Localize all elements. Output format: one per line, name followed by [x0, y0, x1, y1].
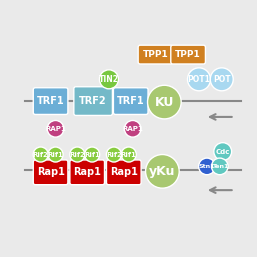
Text: Rap1: Rap1 — [110, 167, 138, 177]
Text: Ten1: Ten1 — [212, 164, 228, 169]
Circle shape — [85, 147, 100, 162]
Circle shape — [47, 121, 64, 137]
Text: Stn1: Stn1 — [199, 164, 215, 169]
Circle shape — [70, 147, 85, 162]
Circle shape — [148, 85, 181, 119]
Circle shape — [210, 68, 233, 91]
Text: TRF1: TRF1 — [117, 96, 144, 106]
FancyBboxPatch shape — [74, 87, 112, 115]
Text: RAP1: RAP1 — [122, 126, 143, 132]
FancyBboxPatch shape — [113, 88, 148, 114]
Text: Rif1: Rif1 — [84, 152, 100, 158]
FancyBboxPatch shape — [33, 160, 68, 185]
Text: Rif2: Rif2 — [69, 152, 85, 158]
Circle shape — [145, 154, 179, 188]
FancyBboxPatch shape — [171, 45, 205, 64]
Text: TRF1: TRF1 — [37, 96, 65, 106]
Circle shape — [188, 68, 210, 91]
FancyBboxPatch shape — [106, 160, 141, 185]
Text: KU: KU — [155, 96, 174, 108]
Text: POT: POT — [213, 75, 231, 84]
FancyBboxPatch shape — [138, 45, 173, 64]
Circle shape — [212, 158, 228, 175]
Text: RAP1: RAP1 — [45, 126, 66, 132]
Circle shape — [124, 121, 141, 137]
FancyBboxPatch shape — [70, 160, 105, 185]
Text: Rif1: Rif1 — [121, 152, 137, 158]
Circle shape — [33, 147, 48, 162]
Text: TPP1: TPP1 — [175, 50, 201, 59]
Text: Rif1: Rif1 — [48, 152, 63, 158]
Text: Rap1: Rap1 — [73, 167, 101, 177]
Text: TPP1: TPP1 — [143, 50, 168, 59]
Circle shape — [48, 147, 63, 162]
Text: POT1: POT1 — [188, 75, 210, 84]
Text: yKu: yKu — [149, 165, 176, 178]
Circle shape — [106, 147, 121, 162]
Text: Rif2: Rif2 — [106, 152, 122, 158]
Text: Rif2: Rif2 — [33, 152, 49, 158]
FancyBboxPatch shape — [33, 88, 68, 114]
Circle shape — [199, 158, 215, 175]
Text: TRF2: TRF2 — [79, 96, 107, 106]
Circle shape — [99, 70, 118, 89]
Text: TIN2: TIN2 — [99, 75, 119, 84]
Circle shape — [121, 147, 136, 162]
Text: Rap1: Rap1 — [37, 167, 65, 177]
Circle shape — [214, 143, 232, 160]
Text: Cdc: Cdc — [216, 149, 230, 154]
